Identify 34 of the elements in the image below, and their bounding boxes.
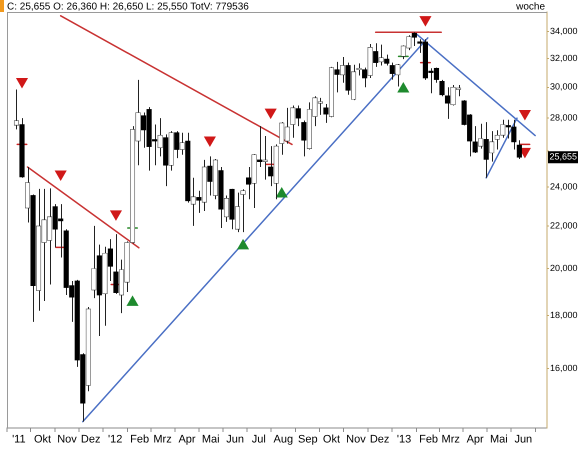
- y-tick-label: 20,000: [550, 263, 578, 274]
- x-tick-label: Jul: [252, 434, 266, 446]
- x-tick-label: '12: [108, 434, 122, 446]
- chart-title: C: 25,655 O: 26,360 H: 26,650 L: 25,550 TotV: 779536: [7, 1, 250, 12]
- x-tick-label: Sep: [298, 434, 318, 446]
- y-tick-label: 28,000: [550, 112, 578, 123]
- x-tick-label: Jun: [226, 434, 244, 446]
- x-tick-label: Nov: [346, 434, 366, 446]
- x-tick-label: Mai: [490, 434, 508, 446]
- y-tick-label: 18,000: [550, 310, 578, 320]
- x-tick-label: '13: [396, 434, 412, 446]
- x-tick-label: Feb: [419, 434, 438, 446]
- x-tick-label: Jun: [514, 434, 532, 446]
- x-tick-label: Aug: [274, 434, 294, 446]
- annotation: 25,655: [550, 152, 578, 162]
- y-tick-label: 16,000: [550, 362, 578, 373]
- y-tick-label: 32,000: [550, 52, 578, 63]
- chart-subtitle: woche: [515, 1, 546, 12]
- y-tick-label: 22,000: [550, 220, 578, 230]
- x-tick-label: Mrz: [153, 434, 172, 446]
- y-tick-label: 30,000: [550, 82, 578, 92]
- x-tick-label: Apr: [466, 434, 484, 446]
- x-tick-label: '11: [12, 434, 26, 446]
- x-tick-label: Okt: [34, 434, 52, 446]
- x-tick-label: Dez: [370, 434, 390, 446]
- x-tick-label: Okt: [322, 434, 340, 446]
- x-tick-label: Nov: [57, 434, 78, 446]
- x-tick-label: Apr: [178, 434, 196, 446]
- y-tick-label: 24,000: [550, 182, 578, 192]
- x-tick-label: Mrz: [442, 434, 460, 446]
- x-tick-label: Dez: [80, 434, 100, 446]
- y-tick-label: 34,000: [550, 26, 578, 36]
- x-tick-label: Feb: [130, 434, 150, 446]
- x-tick-label: Mai: [202, 434, 220, 446]
